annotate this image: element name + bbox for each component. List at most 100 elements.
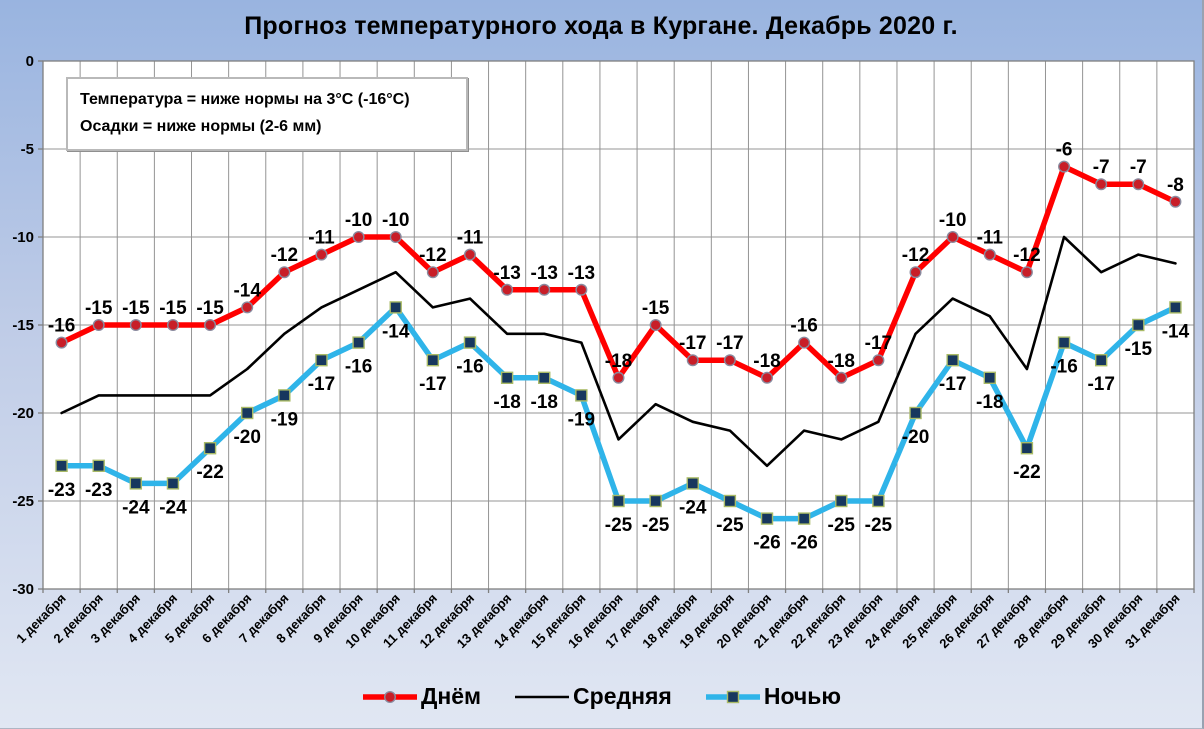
day-data-label: -15 <box>642 298 670 319</box>
night-data-label: -19 <box>568 409 595 430</box>
day-marker <box>575 283 588 296</box>
day-marker <box>538 283 551 296</box>
day-data-label: -15 <box>85 298 113 319</box>
y-axis-label: -25 <box>12 493 34 510</box>
day-marker <box>1169 195 1182 208</box>
night-marker <box>612 494 625 508</box>
night-marker <box>1169 301 1182 314</box>
average-legend-marker <box>515 695 570 698</box>
night-data-label: -26 <box>753 533 780 554</box>
day-marker <box>835 371 848 384</box>
day-marker <box>241 301 254 314</box>
day-data-label: -16 <box>790 316 817 337</box>
night-marker <box>760 512 774 525</box>
day-marker <box>723 354 736 367</box>
night-marker <box>538 371 551 384</box>
day-marker <box>389 230 402 243</box>
night-marker <box>315 354 328 367</box>
average-line <box>60 235 1177 468</box>
night-data-label: -18 <box>531 392 558 413</box>
day-marker <box>166 319 179 332</box>
day-marker <box>1058 160 1071 173</box>
annotation-line-temperature: Температура = ниже нормы на 3°С (-16°С) <box>80 91 410 108</box>
night-data-label: -23 <box>85 480 112 501</box>
night-marker <box>797 512 811 525</box>
night-data-label: -24 <box>679 497 707 518</box>
day-data-label: -12 <box>271 245 298 266</box>
day-data-label: -10 <box>345 210 372 231</box>
day-data-label: -11 <box>308 228 335 249</box>
day-legend-marker <box>362 690 417 703</box>
night-marker <box>983 371 996 384</box>
day-data-label: -11 <box>977 228 1004 249</box>
night-data-label: -19 <box>271 409 298 430</box>
day-data-label: -17 <box>865 333 892 354</box>
night-marker <box>500 371 514 384</box>
day-marker <box>983 248 996 261</box>
day-data-label: -7 <box>1130 157 1147 178</box>
night-marker <box>92 459 105 472</box>
legend-label-day: Днём <box>420 683 482 709</box>
night-marker <box>352 336 365 349</box>
day-marker <box>55 336 68 349</box>
legend-label-night: Ночью <box>763 683 842 709</box>
night-data-label: -22 <box>196 462 223 483</box>
day-marker <box>909 266 922 279</box>
day-data-label: -10 <box>382 210 409 231</box>
night-marker <box>241 406 254 420</box>
day-marker <box>612 371 625 384</box>
day-data-label: -6 <box>1056 140 1073 161</box>
night-data-label: -25 <box>865 515 893 536</box>
night-data-label: -17 <box>1087 374 1114 395</box>
night-data-label: -16 <box>345 357 372 378</box>
day-data-label: -14 <box>233 280 261 301</box>
night-data-label: -14 <box>1162 321 1190 342</box>
day-data-label: -11 <box>457 228 484 249</box>
day-data-label: -7 <box>1093 157 1110 178</box>
night-marker <box>686 477 699 490</box>
day-data-label: -13 <box>568 263 595 284</box>
day-marker <box>872 354 885 367</box>
night-marker <box>649 494 662 508</box>
night-marker <box>426 354 440 367</box>
day-data-label: -18 <box>605 351 632 372</box>
night-data-label: -17 <box>308 374 335 395</box>
night-marker <box>575 389 588 402</box>
night-data-label: -15 <box>1125 339 1153 360</box>
night-marker <box>1057 336 1071 349</box>
night-marker <box>1132 318 1145 332</box>
y-axis-label: -10 <box>12 229 34 246</box>
night-marker <box>389 301 402 314</box>
day-data-label: -12 <box>902 245 929 266</box>
legend-item-average: Средняя <box>513 683 672 710</box>
night-marker <box>463 336 477 349</box>
y-axis-label: -15 <box>12 317 34 334</box>
day-data-label: -10 <box>939 210 966 231</box>
night-data-label: -25 <box>828 515 856 536</box>
legend: Днём Средняя Ночью <box>0 683 1202 710</box>
night-data-label: -24 <box>159 497 187 518</box>
day-marker <box>1132 178 1145 191</box>
day-data-label: -18 <box>753 351 780 372</box>
y-axis-label: 0 <box>26 53 34 70</box>
night-marker <box>278 389 291 402</box>
night-data-label: -18 <box>976 392 1003 413</box>
night-data-label: -25 <box>642 515 670 536</box>
day-marker <box>1020 266 1033 279</box>
night-data-label: -14 <box>382 321 410 342</box>
chart-title: Прогноз температурного хода в Кургане. Д… <box>244 12 958 40</box>
day-data-label: -12 <box>419 245 446 266</box>
day-marker <box>463 248 476 261</box>
night-data-label: -23 <box>48 480 75 501</box>
day-data-label: -16 <box>48 316 75 337</box>
day-marker <box>649 319 662 332</box>
night-marker <box>166 477 180 490</box>
y-axis-label: -30 <box>12 581 34 598</box>
night-data-label: -25 <box>716 515 744 536</box>
night-data-label: -16 <box>1050 357 1077 378</box>
legend-label-average: Средняя <box>573 683 672 709</box>
night-data-label: -24 <box>122 497 150 518</box>
day-marker <box>1095 178 1108 191</box>
day-marker <box>92 319 105 332</box>
